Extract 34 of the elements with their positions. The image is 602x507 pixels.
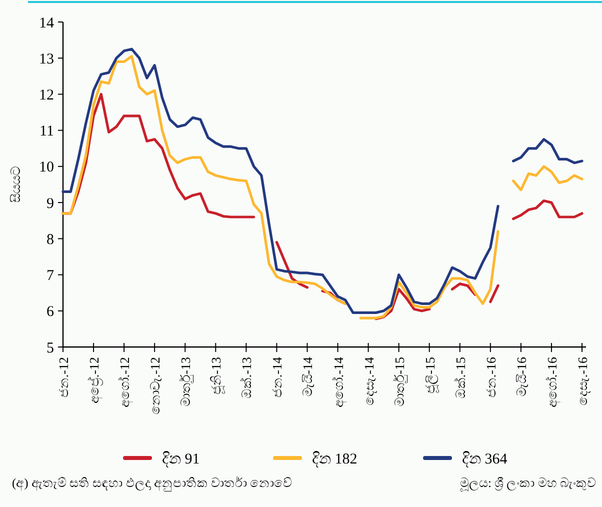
y-tick-label: 14 <box>39 15 54 32</box>
legend-label: දින 182 <box>312 451 358 468</box>
y-tick-label: 7 <box>46 268 54 284</box>
text: මූලය: ශ්‍රී ලංකා මහ බැංකුව <box>459 476 596 491</box>
x-tick-label: ජන.-16 <box>483 356 498 398</box>
y-tick-label: 8 <box>46 232 54 248</box>
x-tick-label: මාර්තු-15 <box>392 357 408 406</box>
x-tick-label: මාර්තු-13 <box>178 357 194 406</box>
x-tick-label: ඔක්.-15 <box>452 357 468 399</box>
x-tick-label: ජන.-12 <box>56 357 71 398</box>
y-tick-label: 9 <box>46 196 54 212</box>
legend-label: දින 91 <box>162 451 200 468</box>
y-tick-label: 6 <box>46 304 54 320</box>
text: (අ) ඇතැම් සති සඳහා ඵලදා අනුපාතික වාර්තා නොවේ <box>12 475 292 491</box>
x-tick-label: ජන.-14 <box>270 356 285 398</box>
x-tick-label: ඔක්.-13 <box>239 357 254 399</box>
x-tick-label: අගෝ.-14 <box>330 356 347 408</box>
y-tick-label: 10 <box>39 160 54 176</box>
x-tick-label: දෙසැ.-16 <box>575 356 591 406</box>
legend-label: දින 364 <box>462 451 508 468</box>
x-tick-label: ජූනි-13 <box>208 357 225 394</box>
y-tick-label: 5 <box>46 340 54 356</box>
x-tick-label: මැයි-14 <box>300 356 316 396</box>
y-tick-label: 13 <box>39 51 54 68</box>
y-tick-label: 12 <box>39 87 54 104</box>
x-tick-label: අප්‍රේ.-12 <box>86 357 103 404</box>
x-tick-label: ජූලි-15 <box>422 357 438 394</box>
y-tick-label: 11 <box>40 124 54 140</box>
x-tick-label: අගෝ.-12 <box>117 357 134 408</box>
x-tick-label: නොවැ.-12 <box>148 357 163 415</box>
x-tick-label: මැයි-16 <box>514 356 529 396</box>
x-tick-label: දෙසැ.-14 <box>361 356 378 406</box>
y-axis-title: සියයට <box>8 166 23 202</box>
x-tick-label: අගෝ.-16 <box>544 356 560 408</box>
